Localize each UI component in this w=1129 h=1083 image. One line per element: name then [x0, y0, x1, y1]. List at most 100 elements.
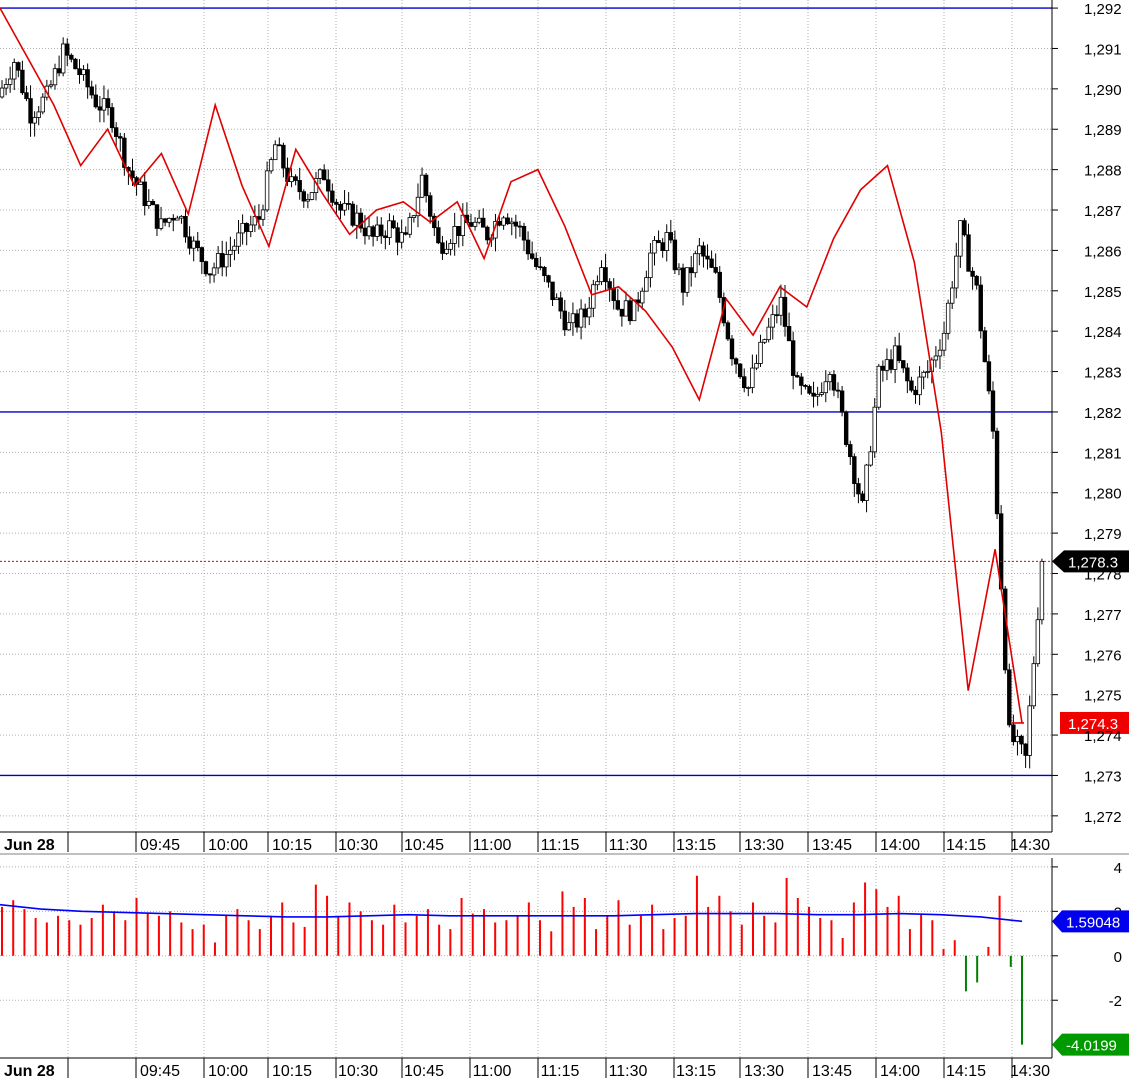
price-y-tick-label-14: 1,286 — [1084, 243, 1122, 260]
oscillator-x-axis: Jun 28 09:45 10:00 10:15 10:30 10:45 11:00 11:1… — [0, 1057, 1052, 1080]
candle-body-151 — [615, 300, 620, 310]
candle-body-29 — [118, 136, 123, 139]
price-y-axis: 1,272 1,273 1,274 1,275 1,276 1,277 1,278 1,279… — [1051, 0, 1122, 832]
candle-body-105 — [428, 195, 433, 217]
osc-x-tick-label-12: 14:15 — [946, 1063, 986, 1078]
candle-body-252 — [1027, 705, 1032, 756]
candle-body-137 — [558, 297, 563, 312]
candle-body-99 — [403, 232, 408, 235]
candle-body-176 — [717, 271, 722, 298]
candle-body-17 — [69, 54, 74, 60]
candle-body-42 — [171, 217, 176, 221]
candle-body-67 — [273, 144, 278, 161]
candle-body-240 — [978, 284, 983, 332]
candle-body-97 — [395, 227, 400, 243]
candle-body-36 — [146, 201, 152, 206]
candle-body-255 — [1039, 560, 1045, 621]
price-y-tick-label-3: 1,275 — [1084, 688, 1122, 705]
candle-body-90 — [366, 226, 372, 237]
candle-body-201 — [819, 392, 824, 395]
candle-body-102 — [415, 196, 421, 217]
candle-body-0 — [0, 87, 5, 98]
osc-x-tick-label-10: 13:45 — [812, 1063, 852, 1078]
price-x-tick-label-7: 11:30 — [609, 837, 648, 854]
candle-body-96 — [391, 220, 396, 229]
candle-body-52 — [211, 267, 217, 276]
price-x-tick-label-4: 10:45 — [404, 837, 444, 854]
candle-body-112 — [456, 226, 461, 236]
osc-x-tick-label-7: 11:30 — [609, 1063, 648, 1078]
osc-last-value-tag — [1052, 1033, 1129, 1056]
price-x-tick-label-0: 09:45 — [140, 837, 180, 854]
candle-body-220 — [896, 345, 902, 361]
candle-body-248 — [1011, 724, 1016, 743]
candle-body-72 — [293, 176, 298, 181]
candle-body-59 — [240, 222, 245, 234]
candle-body-82 — [334, 201, 339, 205]
candle-body-233 — [950, 287, 955, 304]
candle-body-200 — [815, 394, 820, 397]
candle-body-246 — [1003, 588, 1008, 671]
price-y-tick-label-8: 1,280 — [1084, 486, 1122, 503]
candle-body-126 — [513, 221, 519, 227]
candle-body-81 — [330, 190, 335, 203]
candle-body-86 — [350, 203, 355, 226]
candle-body-89 — [362, 227, 368, 237]
candle-body-223 — [909, 380, 914, 391]
candle-body-172 — [701, 245, 706, 257]
candle-body-68 — [277, 144, 282, 147]
price-x-tick-label-1: 10:00 — [208, 837, 248, 854]
candle-body-75 — [305, 199, 311, 202]
candle-body-21 — [85, 69, 90, 88]
candle-body-203 — [827, 374, 833, 383]
candle-body-193 — [786, 326, 792, 342]
price-x-tick-label-9: 13:30 — [744, 837, 784, 854]
candle-body-213 — [868, 451, 873, 466]
oscillator-bars — [1, 875, 1023, 1045]
candle-body-94 — [383, 235, 388, 238]
candle-body-187 — [762, 339, 767, 343]
red-line-tag — [1060, 711, 1129, 734]
osc-x-tick-label-0: 09:45 — [140, 1063, 180, 1078]
candle-body-162 — [660, 242, 665, 251]
candle-body-4 — [16, 62, 21, 71]
price-y-tick-label-5: 1,277 — [1084, 607, 1122, 624]
candle-body-88 — [358, 212, 364, 229]
osc-average-tag — [1052, 910, 1129, 933]
candle-body-178 — [725, 322, 731, 340]
candle-body-166 — [676, 267, 682, 271]
candle-body-128 — [521, 225, 527, 241]
candle-body-83 — [338, 203, 343, 211]
candle-body-13 — [52, 68, 58, 86]
candle-body-39 — [158, 218, 164, 229]
candle-body-130 — [529, 253, 535, 259]
candle-body-51 — [207, 273, 213, 276]
candle-body-188 — [766, 326, 771, 341]
candle-body-224 — [913, 389, 918, 396]
candle-body-24 — [97, 106, 103, 111]
candle-body-170 — [693, 253, 698, 274]
candle-body-23 — [93, 94, 98, 108]
candle-body-46 — [187, 236, 192, 249]
candle-body-111 — [452, 226, 457, 244]
candle-body-230 — [937, 349, 943, 357]
candle-body-7 — [28, 98, 33, 124]
candle-body-100 — [407, 217, 413, 235]
candle-body-35 — [142, 181, 147, 206]
price-y-tick-label-18: 1,290 — [1084, 82, 1122, 99]
candle-body-119 — [485, 226, 490, 241]
candle-body-57 — [232, 245, 237, 251]
candle-body-218 — [888, 359, 894, 370]
candle-body-40 — [162, 218, 168, 223]
candle-body-2 — [7, 78, 13, 85]
candle-body-106 — [432, 215, 437, 229]
candle-body-20 — [81, 69, 86, 76]
candle-body-232 — [945, 302, 951, 334]
candle-body-44 — [179, 215, 184, 219]
candle-body-22 — [89, 86, 94, 96]
candle-body-147 — [599, 267, 604, 283]
candle-body-43 — [175, 217, 180, 221]
candle-body-10 — [40, 96, 45, 113]
osc-average-path — [0, 903, 1023, 923]
